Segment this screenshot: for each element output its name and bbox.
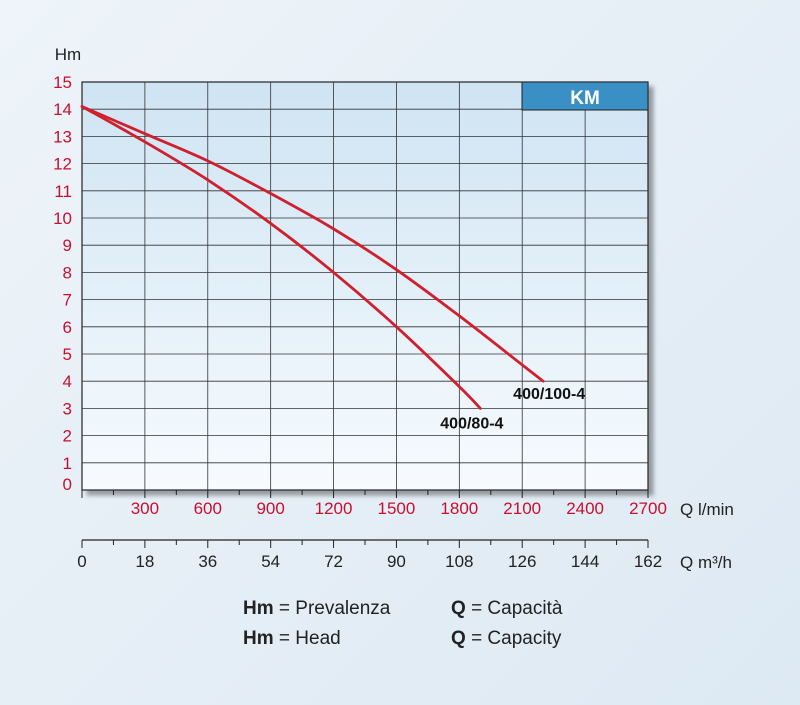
plot-area: [81, 81, 649, 491]
legend-key-hm: Hm: [243, 628, 274, 649]
series-label: 400/100-4: [513, 386, 585, 403]
series-label: 400/80-4: [440, 415, 503, 432]
chart-badge: KM: [521, 81, 649, 111]
series-line-400-80-4: [80, 105, 482, 410]
badge-label: KM: [570, 88, 600, 109]
y-tick-label: 3: [63, 399, 72, 418]
x-tick-label: 900: [256, 499, 284, 518]
series-layer: 400/100-4 400/80-4: [80, 105, 585, 432]
x2-tick-label: 36: [198, 552, 217, 571]
x-tick-label: 2400: [566, 499, 604, 518]
legend-key-q: Q: [451, 598, 466, 619]
x2-tick-label: 90: [387, 552, 406, 571]
x2-tick-label: 162: [634, 552, 662, 571]
badge-box: [521, 81, 649, 111]
y-tick-label: 13: [53, 127, 72, 146]
y-tick-label: 14: [53, 100, 72, 119]
x2-tick-label: 0: [77, 552, 86, 571]
y-tick-label: 4: [63, 372, 72, 391]
legend-key-q: Q: [451, 628, 466, 649]
y-tick-label: 1: [63, 454, 72, 473]
y-tick-label: 8: [63, 263, 72, 282]
x2-tick-label: 108: [445, 552, 473, 571]
legend-value-capacita: = Capacità: [471, 598, 563, 619]
legend-key-hm: Hm: [243, 598, 274, 619]
y-axis-label: Hm: [55, 45, 81, 64]
y-tick-label: 7: [63, 291, 72, 310]
x2-tick-label: 72: [324, 552, 343, 571]
x-tick-label: 1500: [378, 499, 416, 518]
y-tick-label: 2: [63, 427, 72, 446]
x2-tick-label: 126: [508, 552, 536, 571]
y-tick-label: 11: [54, 182, 72, 201]
x2-tick-label: 144: [571, 552, 599, 571]
x2-tick-label: 54: [261, 552, 280, 571]
y-tick-label: 0: [63, 475, 72, 494]
x-tick-label: 1200: [315, 499, 353, 518]
y-tick-label: 15: [53, 73, 72, 92]
x-tick-labels: 300 600 900 1200 1500 1800 2100 2400 2700: [81, 490, 667, 518]
x-tick-label: 600: [194, 499, 222, 518]
x-axis-label: Q l/min: [680, 500, 734, 519]
grid-lines: [82, 82, 648, 490]
secondary-x-axis: 0 18 36 54 72 90 108 126 144 162: [77, 539, 662, 571]
x-tick-label: 300: [131, 499, 159, 518]
y-tick-label: 10: [53, 209, 72, 228]
series-line-400-100-4: [80, 105, 545, 383]
y-tick-label: 5: [63, 345, 72, 364]
y-tick-label: 9: [63, 236, 72, 255]
x2-axis-label: Q m³/h: [680, 553, 732, 572]
legend-value-capacity: = Capacity: [471, 628, 562, 649]
x-tick-label: 1800: [440, 499, 478, 518]
y-tick-label: 12: [53, 155, 72, 174]
y-tick-label: 6: [63, 318, 72, 337]
legend-value-prevalenza: = Prevalenza: [278, 598, 391, 619]
x2-tick-label: 18: [135, 552, 154, 571]
x-tick-label: 2100: [503, 499, 541, 518]
x-tick-label: 2700: [629, 499, 667, 518]
legend-value-head: = Head: [278, 628, 341, 649]
